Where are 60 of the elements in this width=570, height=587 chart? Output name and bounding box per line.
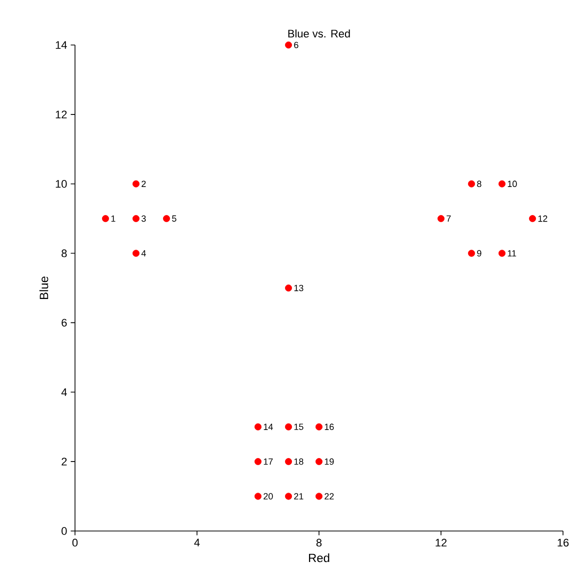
y-tick-label: 10 xyxy=(56,180,67,188)
point xyxy=(529,215,536,222)
point xyxy=(132,215,140,222)
point xyxy=(254,458,262,466)
x-tick-label: 12 xyxy=(436,538,447,546)
point xyxy=(132,250,140,257)
point xyxy=(254,492,262,500)
annotation: 11 xyxy=(508,250,516,256)
y-tick-label: 8 xyxy=(62,249,67,258)
annotation: 22 xyxy=(324,493,334,500)
x-tick-label: 4 xyxy=(194,538,200,546)
annotation: 14 xyxy=(264,424,273,430)
annotation: 18 xyxy=(294,458,304,465)
point xyxy=(285,458,292,466)
annotation: 5 xyxy=(172,215,176,222)
y-tick-label: 14 xyxy=(56,41,67,49)
annotation: 4 xyxy=(141,250,146,256)
point xyxy=(132,180,140,188)
point xyxy=(102,215,109,222)
point xyxy=(163,215,170,222)
y-tick-label: 12 xyxy=(56,110,67,118)
annotation: 13 xyxy=(294,284,304,292)
point xyxy=(285,284,292,292)
point xyxy=(316,458,322,466)
y-tick-label: 2 xyxy=(62,458,67,466)
point xyxy=(468,250,476,257)
annotation: 1 xyxy=(111,215,116,222)
annotation: 7 xyxy=(446,215,451,222)
annotation: 16 xyxy=(324,424,334,430)
annotation: 20 xyxy=(264,493,273,500)
annotation: 19 xyxy=(324,458,334,465)
x-axis-title: Red xyxy=(309,553,330,562)
annotation: 3 xyxy=(142,215,146,222)
point xyxy=(316,492,322,500)
annotation: 12 xyxy=(538,215,548,222)
x-tick-label: 8 xyxy=(316,538,322,547)
point xyxy=(254,423,262,430)
annotation: 8 xyxy=(477,180,482,188)
annotation: 6 xyxy=(294,42,298,48)
y-tick-label: 4 xyxy=(61,388,67,396)
point xyxy=(285,41,292,48)
x-tick-label: 0 xyxy=(72,538,78,547)
annotation: 2 xyxy=(142,180,146,187)
annotation: 15 xyxy=(294,424,304,430)
annotation: 10 xyxy=(508,180,517,188)
annotation: 21 xyxy=(294,493,304,500)
y-axis-title: Blue xyxy=(39,276,48,299)
x-tick-label: 16 xyxy=(558,538,569,547)
point xyxy=(285,492,292,500)
y-tick-label: 6 xyxy=(62,318,67,327)
point xyxy=(498,180,506,188)
chart-title: Blue vs. Red xyxy=(288,29,350,38)
y-tick-label: 0 xyxy=(62,527,67,535)
point xyxy=(498,250,506,257)
point xyxy=(285,423,292,430)
point xyxy=(468,180,476,188)
point xyxy=(438,215,445,222)
annotation: 17 xyxy=(264,458,273,465)
point xyxy=(316,423,322,430)
annotation: 9 xyxy=(477,250,482,256)
